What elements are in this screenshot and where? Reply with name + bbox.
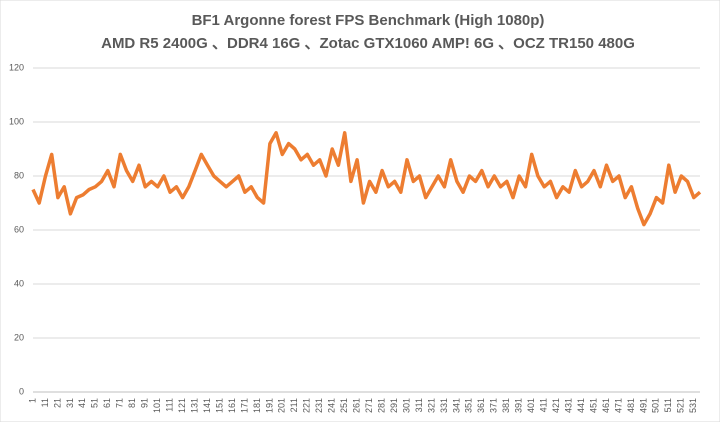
x-tick-label: 291 <box>389 398 399 413</box>
x-tick-label: 501 <box>651 398 661 413</box>
y-tick-label: 0 <box>19 386 24 396</box>
x-tick-label: 171 <box>239 398 249 413</box>
y-tick-label: 40 <box>14 278 24 288</box>
x-tick-label: 531 <box>688 398 698 413</box>
y-tick-label: 60 <box>14 224 24 234</box>
y-tick-label: 120 <box>9 62 24 72</box>
x-tick-label: 411 <box>539 398 549 412</box>
x-tick-label: 311 <box>414 398 424 412</box>
x-tick-label: 41 <box>77 398 87 408</box>
data-line <box>31 131 702 227</box>
x-tick-label: 181 <box>252 398 262 413</box>
x-tick-label: 151 <box>214 398 224 413</box>
x-tick-label: 51 <box>90 398 100 408</box>
x-tick-label: 491 <box>638 398 648 413</box>
chart-title: BF1 Argonne forest FPS Benchmark (High 1… <box>192 12 545 29</box>
x-tick-label: 381 <box>501 398 511 413</box>
x-tick-label: 471 <box>613 398 623 413</box>
x-tick-label: 71 <box>115 398 125 408</box>
x-tick-label: 441 <box>576 398 586 413</box>
x-tick-label: 351 <box>464 398 474 413</box>
x-tick-label: 281 <box>376 398 386 413</box>
x-tick-label: 401 <box>526 398 536 413</box>
y-tick-label: 80 <box>14 170 24 180</box>
x-tick-label: 191 <box>264 398 274 413</box>
x-tick-label: 451 <box>588 398 598 413</box>
x-tick-label: 31 <box>65 398 75 408</box>
x-tick-label: 361 <box>476 398 486 413</box>
x-tick-label: 141 <box>202 398 212 413</box>
chart-subtitle: AMD R5 2400G 、DDR4 16G 、Zotac GTX1060 AM… <box>101 35 635 52</box>
x-tick-label: 91 <box>140 398 150 408</box>
x-tick-label: 231 <box>314 398 324 413</box>
x-tick-label: 341 <box>451 398 461 413</box>
x-tick-label: 521 <box>676 398 686 413</box>
y-tick-label: 100 <box>9 116 24 126</box>
x-tick-label: 511 <box>663 398 673 412</box>
x-tick-label: 261 <box>352 398 362 413</box>
x-tick-label: 481 <box>626 398 636 413</box>
x-tick-label: 201 <box>277 398 287 413</box>
x-tick-label: 131 <box>189 398 199 413</box>
x-tick-label: 371 <box>489 398 499 413</box>
x-tick-label: 461 <box>601 398 611 413</box>
x-tick-label: 81 <box>127 398 137 408</box>
x-tick-label: 251 <box>339 398 349 413</box>
x-tick-label: 161 <box>227 398 237 413</box>
x-tick-label: 121 <box>177 398 187 413</box>
x-tick-label: 271 <box>364 398 374 413</box>
x-tick-label: 431 <box>563 398 573 413</box>
x-tick-label: 241 <box>327 398 337 413</box>
x-tick-label: 321 <box>426 398 436 413</box>
x-tick-label: 101 <box>152 398 162 413</box>
x-tick-label: 211 <box>289 398 299 412</box>
x-tick-label: 301 <box>401 398 411 413</box>
x-tick-label: 21 <box>52 398 62 408</box>
x-tick-label: 1 <box>27 398 37 403</box>
x-tick-label: 391 <box>514 398 524 413</box>
x-tick-label: 11 <box>40 398 50 407</box>
x-tick-label: 111 <box>165 398 175 412</box>
x-tick-label: 61 <box>102 398 112 408</box>
x-tick-label: 421 <box>551 398 561 413</box>
x-tick-label: 331 <box>439 398 449 413</box>
x-tick-label: 221 <box>302 398 312 413</box>
y-tick-label: 20 <box>14 332 24 342</box>
